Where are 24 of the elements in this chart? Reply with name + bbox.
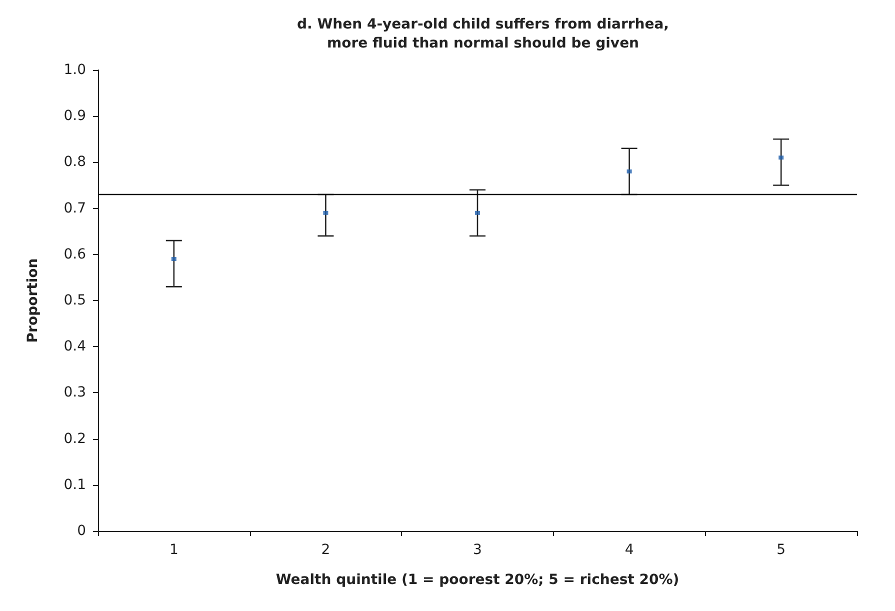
x-tick-label: 3 (473, 542, 482, 558)
y-tick-label: 0.9 (64, 108, 86, 124)
y-tick-label: 0.6 (64, 246, 86, 262)
point (626, 169, 632, 174)
y-tick-label: 0.4 (64, 338, 86, 355)
point (171, 257, 176, 262)
x-axis-title: Wealth quintile (1 = poorest 20%; 5 = richest 20%) (276, 572, 680, 588)
x-tick-label: 5 (776, 542, 786, 558)
y-tick-label: 0.5 (64, 292, 86, 308)
y-tick-label: 0 (77, 523, 86, 539)
chart-title: d. When 4-year-old child suffers from diarrhea, more fluid than normal should be given (297, 16, 669, 52)
y-tick-label: 0.1 (64, 476, 86, 493)
y-tick-label: 1.0 (64, 62, 86, 78)
y-tick-label: 0.8 (64, 154, 86, 170)
point (475, 210, 480, 215)
y-tick-label: 0.3 (64, 384, 86, 401)
y-axis-title: Proportion (25, 258, 41, 343)
x-tick-label: 1 (169, 542, 178, 558)
point (778, 156, 784, 160)
y-tick-label: 0.7 (64, 200, 86, 216)
x-tick-label: 4 (624, 542, 634, 558)
y-tick-label: 0.2 (64, 430, 86, 447)
x-tick-label: 2 (321, 542, 330, 558)
point (323, 210, 328, 215)
